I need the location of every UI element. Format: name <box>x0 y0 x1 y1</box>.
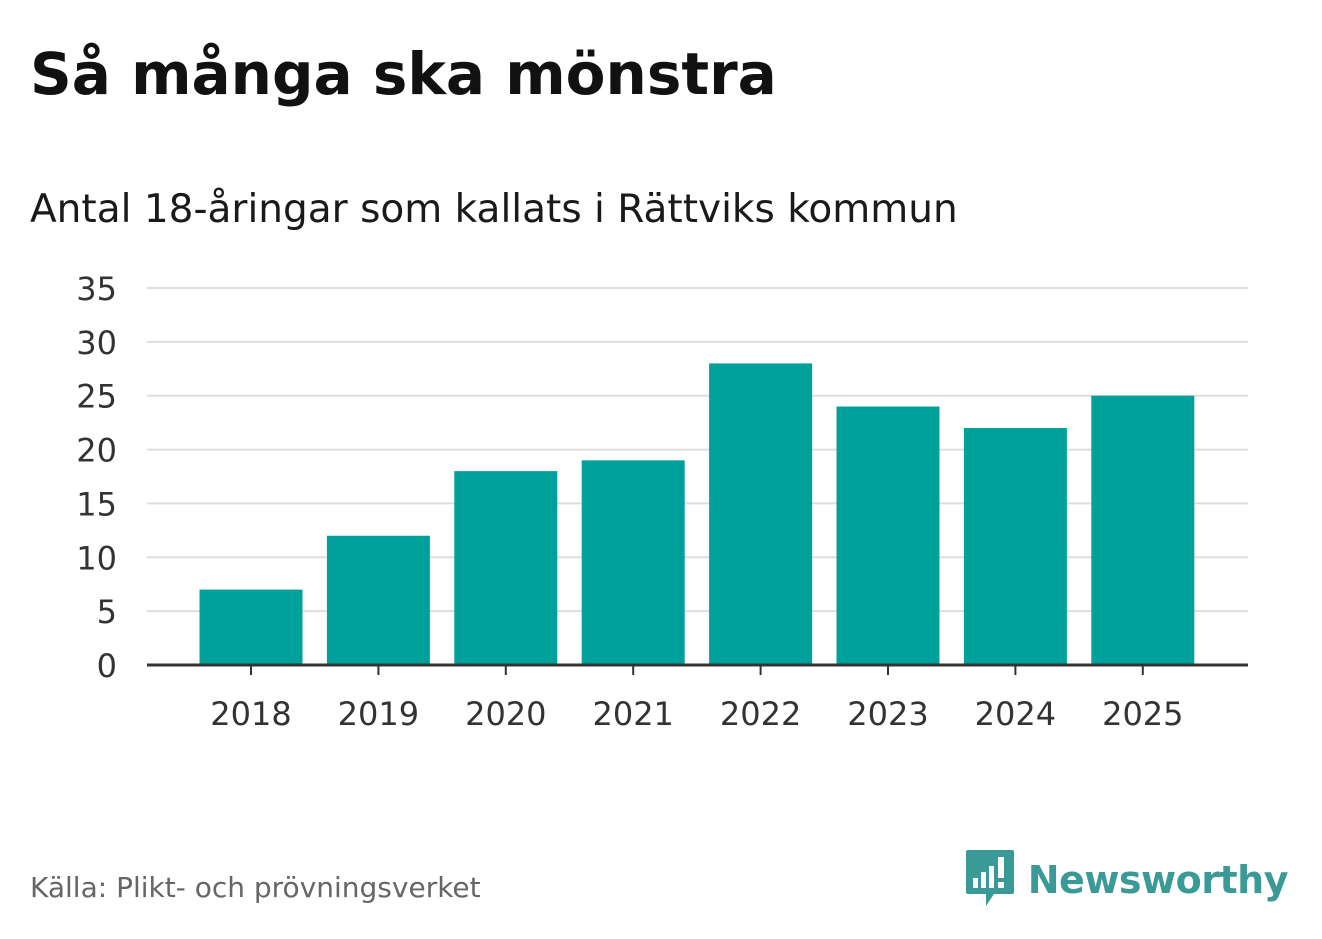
chart-subtitle: Antal 18-åringar som kallats i Rättviks … <box>30 187 958 232</box>
newsworthy-logo: Newsworthy <box>964 848 1289 912</box>
axes <box>147 663 1248 675</box>
bar-2023 <box>836 406 940 665</box>
y-tick-labels: 0 5 10 15 20 25 30 35 <box>76 270 117 685</box>
chart-title: Så många ska mönstra <box>30 40 777 108</box>
y-tick-label: 25 <box>76 378 117 416</box>
newsworthy-logo-icon <box>965 850 1014 906</box>
x-tick-label: 2018 <box>210 695 291 733</box>
y-tick-label: 30 <box>76 324 117 362</box>
y-tick-label: 5 <box>97 593 117 631</box>
bar-2020 <box>454 471 558 665</box>
x-tick-label: 2020 <box>465 695 546 733</box>
bar-2024 <box>963 428 1067 665</box>
x-tick-label: 2025 <box>1102 695 1183 733</box>
y-tick-label: 15 <box>76 485 117 523</box>
bar-2025 <box>1091 395 1195 665</box>
x-tick-labels: 2018 2019 2020 2021 2022 2023 2024 2025 <box>210 695 1183 733</box>
x-tick-label: 2022 <box>720 695 801 733</box>
bars <box>199 363 1195 665</box>
y-tick-label: 10 <box>76 539 117 577</box>
x-tick-label: 2024 <box>975 695 1056 733</box>
bar-2018 <box>199 589 303 665</box>
y-tick-label: 20 <box>76 432 117 470</box>
x-tick-label: 2019 <box>338 695 419 733</box>
logo-text: Newsworthy <box>1027 858 1289 902</box>
bar-2021 <box>581 460 685 665</box>
gridlines <box>147 287 1248 613</box>
x-tick-label: 2023 <box>847 695 928 733</box>
y-tick-label: 0 <box>97 647 117 685</box>
bar-2022 <box>709 363 813 665</box>
source-note: Källa: Plikt- och prövningsverket <box>30 871 481 904</box>
bar-2019 <box>326 535 430 665</box>
x-tick-label: 2021 <box>592 695 673 733</box>
y-tick-label: 35 <box>76 270 117 308</box>
